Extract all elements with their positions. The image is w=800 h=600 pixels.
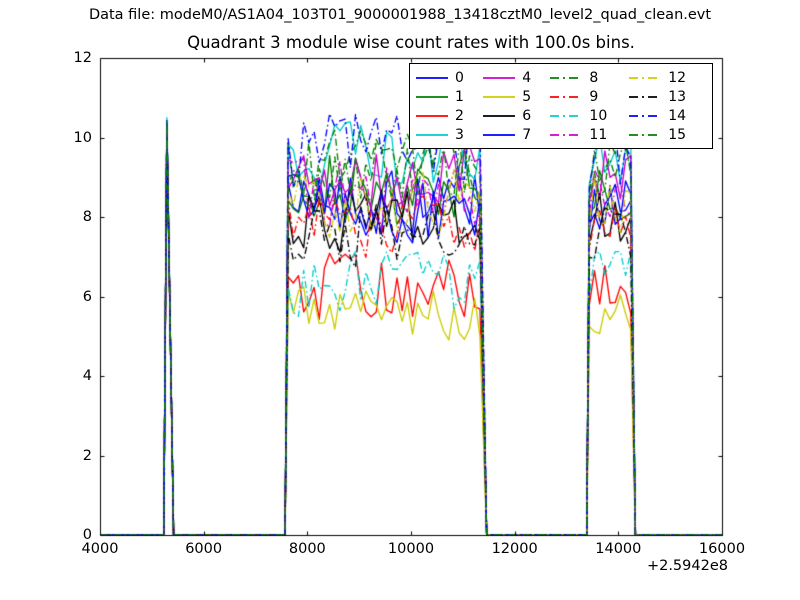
x-axis-offset-text: +2.5942e8	[646, 558, 728, 574]
legend-label-4: 4	[522, 69, 532, 86]
legend-swatch-14	[628, 106, 668, 125]
legend-label-13: 13	[668, 88, 687, 105]
legend-label-0: 0	[455, 69, 464, 86]
legend-label-6: 6	[522, 107, 532, 124]
y-tick-label: 0	[82, 527, 92, 543]
x-tick-label: 16000	[698, 541, 746, 557]
legend-label-15: 15	[668, 126, 687, 143]
legend-label-12: 12	[668, 69, 687, 86]
y-tick-label: 12	[73, 50, 92, 66]
legend-label-3: 3	[455, 126, 464, 143]
legend-swatch-3	[415, 125, 455, 144]
legend-swatch-2	[415, 106, 455, 125]
legend-label-8: 8	[589, 69, 599, 86]
legend-swatch-1	[415, 87, 455, 106]
legend-label-14: 14	[668, 107, 687, 124]
legend-swatch-15	[628, 125, 668, 144]
legend-swatch-9	[549, 87, 589, 106]
x-tick-label: 10000	[387, 541, 435, 557]
legend-swatch-13	[628, 87, 668, 106]
x-tick-label: 14000	[595, 541, 642, 557]
legend-swatch-12	[628, 68, 668, 87]
y-tick-label: 2	[82, 447, 92, 464]
x-tick-label: 12000	[491, 541, 538, 557]
legend-swatch-11	[549, 125, 589, 144]
legend-swatch-10	[549, 106, 589, 125]
legend-swatch-5	[482, 87, 522, 106]
legend-label-1: 1	[455, 88, 464, 105]
legend-label-2: 2	[455, 107, 464, 124]
y-tick-label: 8	[82, 209, 92, 225]
legend-table: 0 4 8 12 1 5 9 13 2 6 10 14 3 7 11 15	[415, 68, 707, 144]
legend-row: 1 5 9 13	[415, 87, 707, 106]
x-tick-label: 6000	[185, 541, 223, 557]
legend-swatch-0	[415, 68, 455, 87]
x-tick-label: 4000	[81, 541, 119, 557]
x-tick-label: 8000	[288, 541, 326, 557]
legend-row: 2 6 10 14	[415, 106, 707, 125]
y-tick-label: 10	[73, 129, 92, 146]
legend-swatch-4	[482, 68, 522, 87]
legend-row: 0 4 8 12	[415, 68, 707, 87]
legend-swatch-8	[549, 68, 589, 87]
y-tick-label: 6	[82, 288, 92, 305]
legend-swatch-7	[482, 125, 522, 144]
y-tick-label: 4	[82, 368, 92, 384]
legend-label-10: 10	[589, 107, 608, 124]
legend-label-11: 11	[589, 126, 608, 143]
legend[interactable]: 0 4 8 12 1 5 9 13 2 6 10 14 3 7 11 15	[409, 63, 713, 149]
legend-row: 3 7 11 15	[415, 125, 707, 144]
legend-label-5: 5	[522, 88, 532, 105]
legend-label-7: 7	[522, 126, 532, 143]
legend-label-9: 9	[589, 88, 599, 105]
legend-swatch-6	[482, 106, 522, 125]
